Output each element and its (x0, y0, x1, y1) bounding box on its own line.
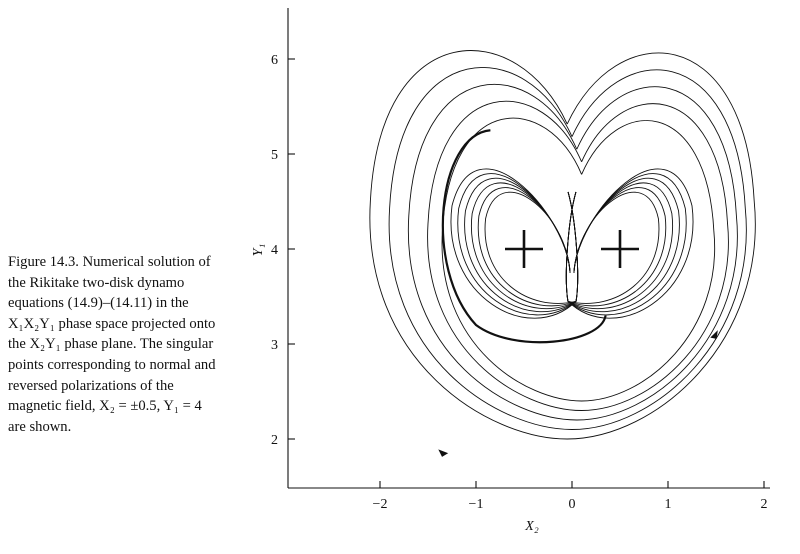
trajectory-outer-loop (369, 50, 756, 440)
x-tick-label: 1 (665, 497, 672, 512)
caption-text: Figure 14.3. Numerical solution of the R… (8, 254, 216, 435)
x-tick-label: 2 (761, 497, 768, 512)
x-tick-label: −2 (373, 497, 388, 512)
axes (287, 8, 770, 489)
trajectory-inner-lobe (565, 168, 694, 319)
y-tick-label: 6 (271, 53, 278, 68)
trajectory-curves (369, 50, 756, 457)
trajectory-inner-lobe (464, 177, 579, 313)
singular-points (505, 230, 639, 268)
trajectory-inner-lobe (565, 187, 667, 307)
y-axis-label: Y₁ (251, 244, 266, 257)
x-tick-label: 0 (569, 497, 576, 512)
trajectory-inner-lobe (457, 173, 579, 316)
x-tick-label: −1 (469, 497, 484, 512)
y-tick-label: 4 (271, 243, 278, 258)
trajectory-arrow (438, 449, 449, 457)
trajectory-initial-arc (441, 129, 607, 344)
y-tick-label: 5 (271, 148, 278, 163)
y-tick-label: 3 (271, 338, 278, 353)
x-axis-label: X₂ (524, 519, 539, 534)
trajectory-outer-loop (407, 83, 738, 421)
trajectory-outer-loop (427, 100, 729, 411)
figure-caption: Figure 14.3. Numerical solution of the R… (8, 252, 220, 437)
trajectory-inner-lobe (565, 173, 687, 316)
trajectory-outer-loop (441, 117, 716, 402)
trajectory-outer-loop (388, 66, 747, 430)
trajectory-inner-lobe (450, 168, 579, 319)
trajectory-inner-lobe (477, 187, 579, 307)
trajectory-arrow (710, 330, 718, 339)
y-tick-label: 2 (271, 433, 278, 448)
ticks: −2 −1 0 1 2 2 3 4 5 6 (271, 53, 768, 512)
trajectory-inner-lobe (565, 177, 680, 313)
